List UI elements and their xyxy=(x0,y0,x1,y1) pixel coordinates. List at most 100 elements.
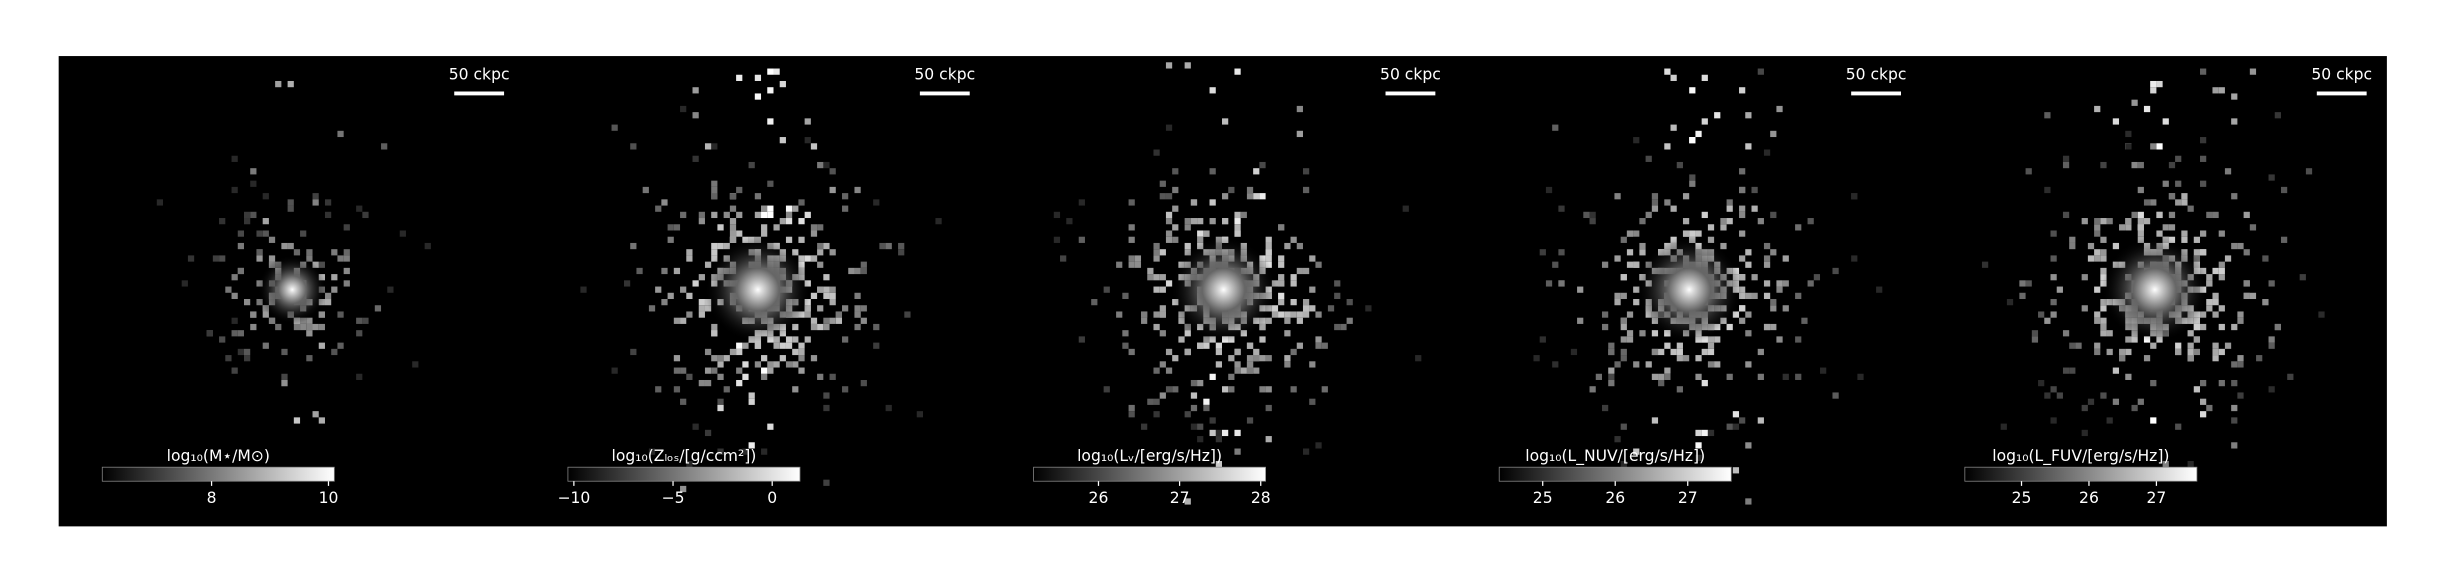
colorbar-tick-label: −5 xyxy=(662,489,685,507)
map-pixel xyxy=(2231,323,2238,331)
map-pixel xyxy=(1714,336,1721,343)
map-pixel xyxy=(1278,292,1285,300)
map-pixel xyxy=(1776,280,1783,287)
map-pixel xyxy=(337,130,344,138)
map-pixel xyxy=(854,323,861,331)
map-pixel xyxy=(1807,280,1814,287)
map-pixel xyxy=(1620,236,1627,243)
map-pixel xyxy=(1141,423,1148,430)
map-pixel xyxy=(748,392,755,399)
map-pixel xyxy=(1284,311,1291,318)
map-pixel xyxy=(711,323,718,331)
map-pixel xyxy=(2056,286,2063,293)
map-pixel xyxy=(1234,448,1241,455)
map-pixel xyxy=(736,367,743,374)
map-pixel xyxy=(1122,330,1129,337)
map-pixel xyxy=(256,299,263,306)
map-pixel xyxy=(829,317,836,324)
map-pixel xyxy=(1739,205,1746,212)
map-pixel xyxy=(1309,286,1316,293)
map-pixel xyxy=(250,211,257,219)
map-pixel xyxy=(1246,355,1254,362)
map-pixel xyxy=(2119,355,2126,362)
map-pixel xyxy=(2137,186,2144,194)
map-pixel xyxy=(723,211,730,219)
map-pixel xyxy=(1053,236,1061,243)
map-pixel xyxy=(293,323,301,331)
map-pixel xyxy=(779,355,786,362)
map-pixel xyxy=(1570,348,1578,356)
map-pixel xyxy=(1745,112,1752,119)
map-pixel xyxy=(748,398,755,405)
map-pixel xyxy=(1278,311,1285,318)
map-pixel xyxy=(1296,130,1303,138)
map-pixel xyxy=(1128,404,1135,412)
map-pixel xyxy=(324,299,332,306)
map-pixel xyxy=(698,274,705,281)
map-pixel xyxy=(1122,292,1129,300)
map-pixel xyxy=(2062,211,2070,219)
colorbar-tick-label: 10 xyxy=(319,489,339,507)
map-pixel xyxy=(1757,348,1764,356)
map-pixel xyxy=(281,242,288,250)
map-pixel xyxy=(356,330,363,337)
map-pixel xyxy=(1851,193,1858,200)
map-pixel xyxy=(798,355,805,362)
map-pixel xyxy=(717,398,724,405)
map-pixel xyxy=(1265,255,1272,262)
map-pixel xyxy=(2156,211,2163,219)
map-pixel xyxy=(2175,423,2182,430)
map-pixel xyxy=(2100,392,2107,399)
map-pixel xyxy=(1290,274,1297,281)
map-core xyxy=(258,255,327,324)
map-pixel xyxy=(1147,398,1154,405)
map-pixel xyxy=(2168,161,2176,169)
map-pixel xyxy=(2100,305,2107,312)
map-pixel xyxy=(1172,224,1179,231)
map-pixel xyxy=(281,348,288,356)
map-pixel xyxy=(1558,205,1565,212)
map-pixel xyxy=(2212,292,2219,300)
map-pixel xyxy=(2187,355,2194,362)
map-pixel xyxy=(293,249,301,256)
map-pixel xyxy=(1695,429,1702,437)
map-pixel xyxy=(611,367,618,374)
map-pixel xyxy=(2137,211,2144,219)
map-pixel xyxy=(2212,211,2219,219)
map-pixel xyxy=(1184,218,1191,225)
map-pixel xyxy=(1707,348,1715,356)
map-pixel xyxy=(2280,186,2288,194)
map-pixel xyxy=(2193,336,2201,343)
scalebar-label: 50 ckpc xyxy=(914,65,975,83)
map-pixel xyxy=(2218,348,2225,356)
map-pixel xyxy=(2056,392,2063,399)
map-pixel xyxy=(698,305,705,312)
map-pixel xyxy=(2087,242,2095,250)
colorbar-tick-label: 26 xyxy=(1605,489,1625,507)
map-pixel xyxy=(1290,280,1297,287)
map-pixel xyxy=(842,386,849,393)
map-pixel xyxy=(243,299,251,306)
map-pixel xyxy=(2094,342,2101,349)
map-pixel xyxy=(2206,305,2213,312)
map-pixel xyxy=(829,373,836,380)
map-pixel xyxy=(262,230,269,237)
map-pixel xyxy=(1265,386,1272,393)
map-pixel xyxy=(1222,218,1229,225)
map-pixel xyxy=(2237,317,2244,324)
map-pixel xyxy=(2218,87,2225,94)
map-pixel xyxy=(1558,249,1565,256)
map-pixel xyxy=(729,230,737,237)
map-pixel xyxy=(704,143,712,150)
map-pixel xyxy=(804,211,811,219)
map-pixel xyxy=(1209,373,1216,380)
map-pixel xyxy=(2218,305,2225,312)
map-pixel xyxy=(1222,386,1229,393)
map-pixel xyxy=(1309,255,1316,262)
map-pixel xyxy=(1190,379,1198,387)
colorbar xyxy=(567,466,801,482)
map-pixel xyxy=(2131,211,2138,219)
map-pixel xyxy=(225,355,232,362)
map-pixel xyxy=(1141,317,1148,324)
map-pixel xyxy=(2106,348,2113,356)
